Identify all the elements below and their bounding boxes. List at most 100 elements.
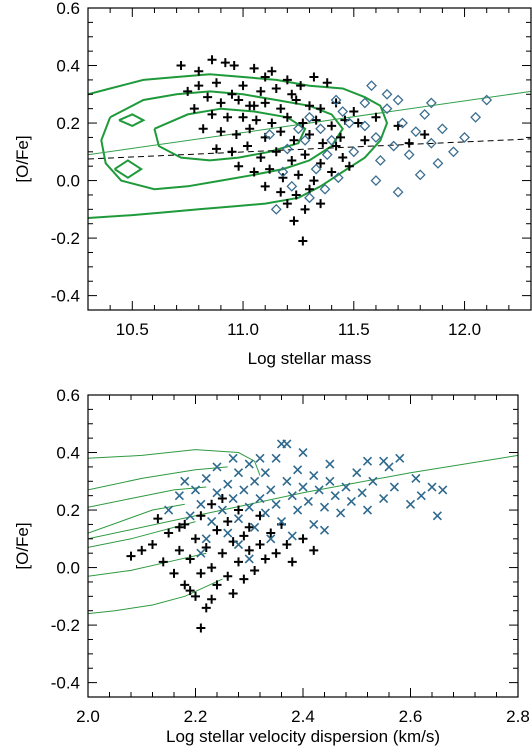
data-point-diamond [470, 111, 482, 123]
data-point-plus [327, 121, 337, 131]
data-point-plus [227, 89, 237, 99]
data-point-plus [207, 109, 217, 119]
data-point-plus [309, 176, 319, 186]
data-point-plus [316, 158, 326, 168]
data-point-plus [196, 623, 206, 633]
contour-line [114, 159, 144, 179]
data-point-plus [126, 551, 136, 561]
data-point-cross [395, 453, 405, 463]
y-axis-label: [O/Fe] [13, 135, 32, 182]
data-point-cross [276, 516, 287, 527]
data-point-diamond [410, 126, 422, 138]
data-point-cross [368, 476, 378, 486]
data-point-plus [338, 153, 348, 163]
data-point-plus [169, 568, 179, 578]
data-point-cross [282, 476, 292, 486]
data-point-plus [153, 514, 163, 524]
data-point-plus [309, 545, 319, 555]
data-point-diamond [481, 94, 493, 106]
data-point-diamond [348, 146, 360, 158]
data-point-plus [203, 92, 213, 102]
data-point-diamond [436, 123, 448, 135]
data-point-diamond [381, 88, 393, 100]
data-point-plus [256, 86, 266, 96]
data-point-diamond [332, 172, 344, 184]
data-point-plus [185, 554, 195, 564]
data-point-cross [255, 493, 265, 504]
data-point-plus [231, 130, 241, 140]
data-point-plus [289, 135, 299, 145]
data-point-diamond [264, 129, 276, 140]
data-point-cross [432, 511, 442, 521]
data-point-plus [176, 61, 186, 71]
data-point-plus [207, 563, 217, 573]
data-point-plus [212, 580, 222, 590]
data-point-diamond [343, 117, 355, 129]
data-point-diamond [392, 186, 404, 198]
data-point-cross [325, 476, 335, 486]
data-point-cross [228, 453, 238, 463]
data-point-diamond [414, 169, 426, 181]
data-point-cross [309, 470, 319, 481]
data-point-plus [287, 89, 297, 99]
data-point-plus [229, 61, 239, 71]
data-point-plus [174, 545, 184, 555]
contour-line [118, 113, 146, 128]
y-axis-label: [O/Fe] [13, 522, 32, 569]
model-line [88, 486, 207, 508]
y-tick-label: 0.4 [56, 57, 80, 76]
data-point-plus [223, 517, 233, 527]
data-point-plus [420, 130, 430, 140]
data-point-cross [314, 485, 324, 495]
data-point-plus [220, 58, 230, 68]
y-tick-label: -0.2 [51, 616, 80, 635]
data-point-plus [189, 104, 199, 114]
fit-line-solid [88, 90, 531, 156]
data-point-cross [223, 528, 233, 538]
data-point-cross [180, 476, 190, 486]
data-point-plus [249, 63, 259, 73]
data-point-plus [250, 565, 260, 575]
data-point-diamond [419, 108, 431, 120]
data-point-diamond [425, 97, 437, 109]
data-point-plus [316, 104, 326, 114]
data-point-plus [194, 81, 204, 91]
data-point-diamond [304, 192, 315, 204]
data-point-plus [305, 101, 314, 111]
contour-line [88, 73, 389, 219]
data-point-plus [148, 540, 157, 550]
data-point-cross [201, 534, 211, 544]
data-point-plus [278, 173, 288, 183]
data-point-diamond [270, 203, 282, 215]
model-line [88, 552, 207, 577]
data-point-plus [234, 95, 244, 105]
data-point-plus [185, 586, 195, 596]
data-point-diamond [337, 106, 349, 117]
y-tick-label: -0.4 [51, 674, 80, 693]
x-tick-label: 2.0 [76, 707, 100, 726]
data-point-plus [267, 66, 277, 76]
data-point-plus [404, 138, 414, 148]
data-point-plus [207, 594, 217, 604]
data-point-plus [300, 150, 310, 160]
data-point-plus [249, 167, 259, 177]
data-point-diamond [397, 117, 408, 129]
data-point-plus [191, 534, 200, 544]
data-point-cross [266, 534, 276, 544]
data-point-cross [266, 485, 276, 495]
y-tick-label: 0.6 [56, 0, 80, 18]
model-line [88, 449, 261, 476]
x-tick-label: 2.6 [399, 707, 423, 726]
data-point-cross [287, 491, 297, 501]
data-point-cross [196, 548, 206, 558]
data-point-plus [291, 190, 301, 200]
data-point-plus [234, 505, 243, 515]
y-tick-label: 0.6 [56, 386, 80, 405]
data-point-plus [271, 147, 281, 157]
data-point-cross [389, 482, 399, 492]
data-point-diamond [321, 149, 333, 161]
data-point-plus [244, 522, 254, 532]
data-point-cross [438, 485, 448, 495]
data-point-plus [249, 101, 259, 111]
